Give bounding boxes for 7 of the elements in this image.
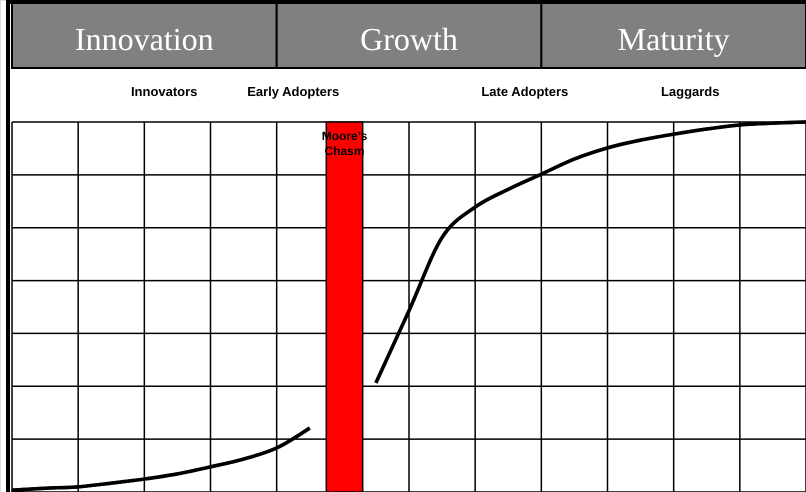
text: Innovators xyxy=(130,84,198,99)
text: Late Adopters xyxy=(481,84,568,99)
text: Innovation xyxy=(75,21,214,57)
text: Growth xyxy=(360,21,458,57)
text: Maturity xyxy=(618,21,730,57)
text: Laggards xyxy=(660,84,720,99)
text: Early Adopters xyxy=(247,84,340,99)
